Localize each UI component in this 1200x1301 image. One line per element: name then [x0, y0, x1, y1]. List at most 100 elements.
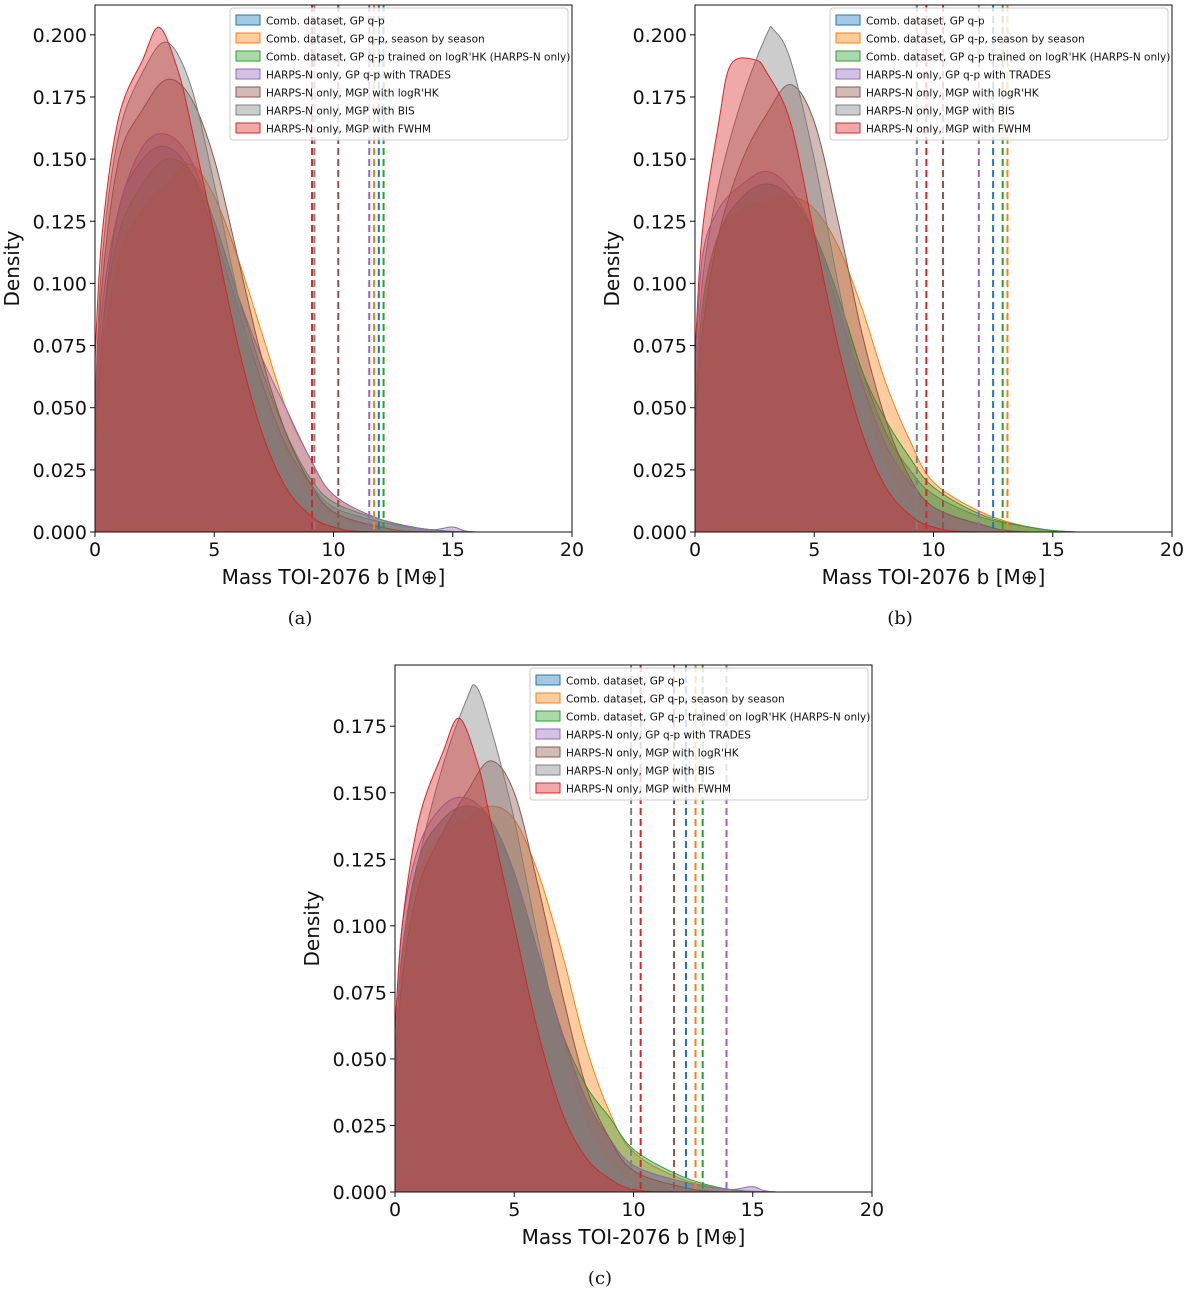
legend-label-5: HARPS-N only, MGP with BIS [266, 106, 415, 118]
panel-caption-b: (b) [887, 608, 913, 629]
legend-label-4: HARPS-N only, MGP with logR'HK [266, 88, 440, 100]
legend: Comb. dataset, GP q-p Comb. dataset, GP q… [229, 7, 570, 141]
legend-swatch-4 [535, 746, 561, 758]
chart-panel-c: 0 5 10 15 20 0.000 0.025 0.050 0.075 0.100 0.125 0.… [300, 660, 900, 1300]
density-area-3 [395, 796, 872, 1192]
legend-label-6: HARPS-N only, MGP with FWHM [266, 124, 431, 136]
x-tick-label: 5 [808, 539, 820, 561]
legend-label-5: HARPS-N only, MGP with BIS [866, 106, 1015, 118]
legend-swatch-0 [535, 674, 561, 686]
legend-label-2: Comb. dataset, GP q-p trained on logR'HK… [866, 52, 1170, 64]
y-tick-label: 0.075 [333, 982, 387, 1004]
x-tick-label: 0 [89, 539, 101, 561]
legend: Comb. dataset, GP q-p Comb. dataset, GP q… [529, 667, 870, 801]
x-tick-label: 20 [1160, 539, 1184, 561]
y-tick-label: 0.125 [33, 211, 87, 233]
y-axis-label: Density [300, 890, 324, 966]
y-tick-label: 0.175 [33, 87, 87, 109]
legend-box [829, 7, 1169, 141]
legend-label-0: Comb. dataset, GP q-p [566, 676, 685, 688]
legend-label-2: Comb. dataset, GP q-p trained on logR'HK… [266, 52, 570, 64]
legend-label-1: Comb. dataset, GP q-p, season by season [866, 34, 1085, 46]
legend-swatch-1 [235, 32, 261, 44]
legend-swatch-2 [835, 50, 861, 62]
y-tick-label: 0.150 [33, 149, 87, 171]
y-tick-label: 0.100 [633, 273, 687, 295]
legend-label-6: HARPS-N only, MGP with FWHM [566, 784, 731, 796]
x-tick-label: 0 [689, 539, 701, 561]
y-tick-label: 0.175 [333, 716, 387, 738]
density-area-6 [695, 57, 1172, 532]
x-tick-label: 5 [508, 1199, 520, 1221]
y-tick-label: 0.000 [633, 522, 687, 544]
legend-swatch-1 [535, 692, 561, 704]
y-tick-label: 0.000 [333, 1182, 387, 1204]
y-tick-label: 0.200 [33, 25, 87, 47]
y-tick-label: 0.125 [633, 211, 687, 233]
legend-label-4: HARPS-N only, MGP with logR'HK [866, 88, 1040, 100]
x-tick-label: 10 [321, 539, 345, 561]
x-tick-label: 10 [921, 539, 945, 561]
legend-label-3: HARPS-N only, GP q-p with TRADES [866, 70, 1051, 82]
legend-swatch-6 [835, 122, 861, 134]
y-tick-label: 0.000 [33, 522, 87, 544]
density-area-4 [95, 78, 572, 532]
y-tick-label: 0.050 [33, 398, 87, 420]
legend-label-1: Comb. dataset, GP q-p, season by season [266, 34, 485, 46]
legend-label-3: HARPS-N only, GP q-p with TRADES [266, 70, 451, 82]
y-tick-label: 0.025 [33, 460, 87, 482]
density-areas [695, 26, 1172, 532]
legend-swatch-3 [835, 68, 861, 80]
x-tick-label: 20 [860, 1199, 884, 1221]
y-tick-label: 0.100 [33, 273, 87, 295]
legend-swatch-3 [235, 68, 261, 80]
y-tick-label: 0.175 [633, 87, 687, 109]
legend-swatch-5 [235, 104, 261, 116]
legend-swatch-2 [535, 710, 561, 722]
density-area-5 [95, 41, 572, 532]
density-area-5 [695, 26, 1172, 532]
density-area-4 [395, 760, 872, 1192]
legend-label-4: HARPS-N only, MGP with logR'HK [566, 748, 740, 760]
legend-swatch-2 [235, 50, 261, 62]
chart-panel-a: 0 5 10 15 20 0.000 0.025 0.050 0.075 0.100 0.125 0.… [0, 0, 600, 640]
legend-label-0: Comb. dataset, GP q-p [866, 16, 985, 28]
y-tick-label: 0.050 [633, 398, 687, 420]
legend-swatch-6 [535, 782, 561, 794]
legend-swatch-5 [535, 764, 561, 776]
y-tick-label: 0.075 [33, 336, 87, 358]
chart-panel-b: 0 5 10 15 20 0.000 0.025 0.050 0.075 0.100 0.125 0.… [600, 0, 1200, 640]
legend-label-6: HARPS-N only, MGP with FWHM [866, 124, 1031, 136]
y-tick-label: 0.125 [333, 849, 387, 871]
density-area-4 [695, 84, 1172, 532]
legend-swatch-6 [235, 122, 261, 134]
x-tick-label: 15 [1041, 539, 1065, 561]
x-axis-label: Mass TOI-2076 b [M⊕] [522, 1225, 746, 1249]
x-tick-label: 20 [560, 539, 584, 561]
y-tick-label: 0.100 [333, 916, 387, 938]
legend-label-3: HARPS-N only, GP q-p with TRADES [566, 730, 751, 742]
y-tick-label: 0.075 [633, 336, 687, 358]
y-axis-label: Density [0, 230, 24, 306]
legend-swatch-3 [535, 728, 561, 740]
panel-caption-c: (c) [587, 1268, 613, 1289]
x-tick-label: 15 [441, 539, 465, 561]
y-tick-label: 0.025 [333, 1115, 387, 1137]
density-area-6 [95, 26, 572, 532]
y-tick-label: 0.150 [633, 149, 687, 171]
density-area-1 [395, 805, 872, 1192]
x-axis-label: Mass TOI-2076 b [M⊕] [822, 565, 1046, 589]
y-tick-label: 0.050 [333, 1049, 387, 1071]
x-axis-label: Mass TOI-2076 b [M⊕] [222, 565, 446, 589]
legend-swatch-1 [835, 32, 861, 44]
density-chart-a: 0 5 10 15 20 0.000 0.025 0.050 0.075 0.100 0.125 0.… [0, 4, 584, 589]
x-tick-label: 0 [389, 1199, 401, 1221]
y-tick-label: 0.200 [633, 25, 687, 47]
legend-swatch-4 [235, 86, 261, 98]
density-area-6 [395, 717, 872, 1192]
legend-swatch-4 [835, 86, 861, 98]
density-chart-b: 0 5 10 15 20 0.000 0.025 0.050 0.075 0.100 0.125 0.… [600, 4, 1184, 589]
legend: Comb. dataset, GP q-p Comb. dataset, GP q… [829, 7, 1170, 141]
y-tick-label: 0.025 [633, 460, 687, 482]
legend-label-0: Comb. dataset, GP q-p [266, 16, 385, 28]
